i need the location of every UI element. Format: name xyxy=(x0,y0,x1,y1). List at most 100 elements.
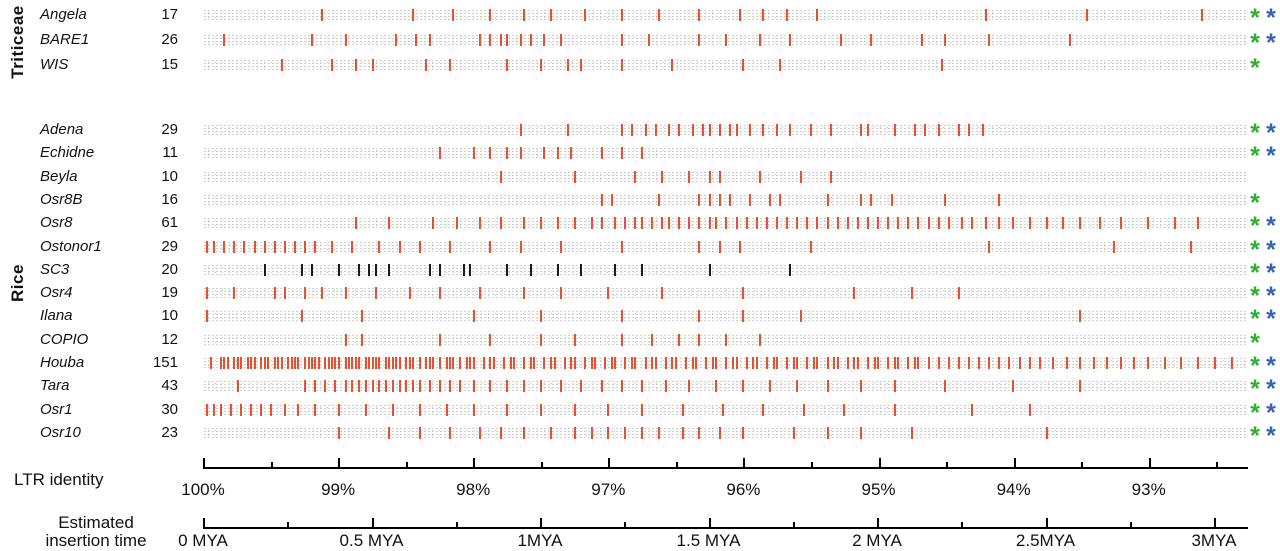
insertion-tick xyxy=(337,426,340,439)
insertion-tick xyxy=(280,59,283,71)
family-row: Osr4 19 * * xyxy=(0,282,1280,309)
family-row: WIS 15 * xyxy=(0,54,1280,82)
insertion-tick xyxy=(334,357,337,369)
identity-major-tick xyxy=(338,458,341,469)
green-asterisk: * xyxy=(1250,188,1260,217)
insertion-tick xyxy=(668,124,671,136)
insertion-tick xyxy=(688,217,691,230)
insertion-tick xyxy=(506,380,509,393)
insertion-tick xyxy=(489,333,492,346)
insertion-tick xyxy=(573,357,576,369)
insertion-tick xyxy=(418,240,421,253)
insertion-tick xyxy=(233,240,236,253)
insertion-tick xyxy=(725,357,728,369)
blue-asterisk: * xyxy=(1266,375,1276,404)
insertion-tick xyxy=(519,34,522,46)
family-row: COPIO 12 * xyxy=(0,329,1280,355)
insertion-tick xyxy=(759,333,761,346)
insertion-tick xyxy=(610,357,613,369)
time-tick-label: 1MYA xyxy=(517,531,563,550)
insertion-tick xyxy=(944,193,947,206)
insertion-tick xyxy=(270,403,273,416)
insertion-tick xyxy=(836,217,839,230)
insertion-tick xyxy=(705,357,708,369)
insertion-tick xyxy=(620,240,623,253)
insertion-tick xyxy=(320,287,323,300)
insertion-tick xyxy=(866,357,869,369)
insertion-tick xyxy=(718,426,721,439)
insertion-tick xyxy=(735,217,738,230)
insertion-tick xyxy=(344,357,347,369)
insertion-tick xyxy=(772,357,775,369)
insertion-tick xyxy=(735,357,738,369)
insertion-tick xyxy=(324,380,327,393)
insertion-tick xyxy=(668,217,671,230)
insertion-tick xyxy=(553,357,556,369)
insertion-tick xyxy=(631,357,633,369)
insertion-tick xyxy=(755,357,758,369)
insertion-tick xyxy=(502,357,505,369)
insertion-track xyxy=(203,309,1248,324)
insertion-tick xyxy=(644,124,647,136)
insertion-tick xyxy=(354,59,357,71)
insertion-tick xyxy=(408,357,411,369)
insertion-tick xyxy=(1180,357,1183,369)
insertion-tick xyxy=(344,34,347,46)
insertion-tick xyxy=(1163,357,1166,369)
insertion-tick xyxy=(570,357,573,369)
green-asterisk: * xyxy=(1250,54,1260,82)
insertion-tick xyxy=(806,357,809,369)
insertion-tick xyxy=(957,124,960,136)
insertion-tick xyxy=(523,426,526,439)
insertion-tick xyxy=(786,9,788,21)
insertion-tick xyxy=(860,124,863,136)
insertion-tick xyxy=(519,147,522,160)
insertion-tick xyxy=(351,240,354,253)
insertion-track xyxy=(203,332,1248,347)
insertion-tick xyxy=(711,357,714,369)
insertion-tick xyxy=(944,380,947,393)
element-count: 26 xyxy=(161,31,178,48)
insertion-tick xyxy=(331,357,334,369)
insertion-tick xyxy=(489,357,492,369)
insertion-tick xyxy=(263,240,266,253)
insertion-tick xyxy=(418,426,421,439)
insertion-tick xyxy=(1028,357,1031,369)
insertion-tick xyxy=(620,59,623,71)
ltr-identity-axis xyxy=(203,467,1248,469)
element-count: 11 xyxy=(162,144,178,162)
insertion-tick xyxy=(914,124,917,136)
insertion-tick xyxy=(752,357,755,369)
insertion-tick xyxy=(314,403,317,416)
insertion-tick xyxy=(327,357,330,369)
insertion-tick xyxy=(735,124,738,136)
insertion-tick xyxy=(725,217,728,230)
insertion-tick xyxy=(813,357,815,369)
insertion-tick xyxy=(1133,357,1136,369)
insertion-tick xyxy=(465,357,468,369)
insertion-tick xyxy=(310,263,313,276)
insertion-tick xyxy=(213,240,216,253)
insertion-tick xyxy=(388,357,391,369)
insertion-tick xyxy=(529,357,532,369)
identity-minor-tick xyxy=(810,462,813,469)
insertion-tick xyxy=(260,403,263,416)
insertion-tick xyxy=(449,240,451,253)
insertion-tick xyxy=(762,124,765,136)
time-tick-label: 2.5MYA xyxy=(1015,531,1076,550)
insertion-tick xyxy=(358,357,360,369)
insertion-tick xyxy=(206,240,209,253)
insertion-tick xyxy=(600,193,603,206)
identity-tick-label: 98% xyxy=(456,480,491,499)
family-name: Osr8 xyxy=(40,214,73,232)
insertion-tick xyxy=(860,380,863,393)
insertion-tick xyxy=(583,9,586,21)
insertion-tick xyxy=(755,217,758,230)
insertion-tick xyxy=(418,403,421,416)
insertion-tick xyxy=(779,59,782,71)
green-asterisk: * xyxy=(1250,142,1260,171)
insertion-tick xyxy=(695,357,697,369)
insertion-tick xyxy=(688,380,691,393)
insertion-tick xyxy=(364,403,367,416)
insertion-tick xyxy=(816,9,819,21)
